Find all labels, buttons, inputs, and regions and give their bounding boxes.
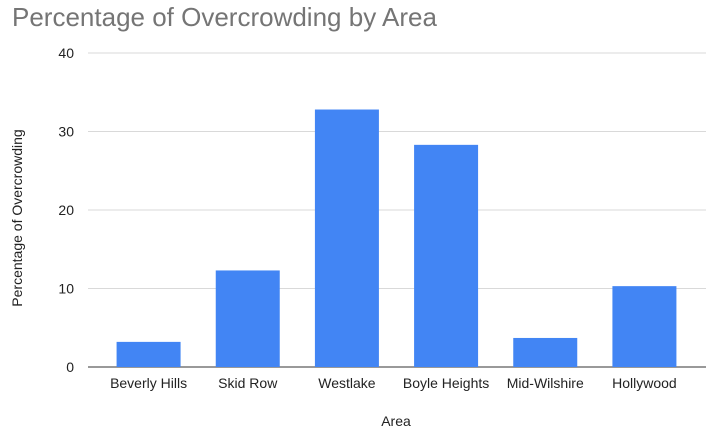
chart-title: Percentage of Overcrowding by Area (12, 2, 437, 32)
y-tick-label: 20 (58, 202, 74, 218)
bar (314, 109, 379, 368)
x-tick-label: Westlake (318, 375, 376, 391)
bar (513, 337, 578, 367)
y-tick-label: 30 (58, 124, 74, 140)
x-axis-ticks: Beverly Hills Skid Row Westlake Boyle Heigh… (110, 375, 677, 391)
x-axis-title: Area (381, 413, 411, 429)
gridlines (88, 52, 706, 368)
y-tick-label: 40 (58, 45, 74, 61)
bar (414, 144, 479, 367)
bar (215, 270, 280, 367)
x-tick-label: Skid Row (218, 375, 278, 391)
bars (116, 109, 677, 368)
bar (116, 341, 181, 367)
x-tick-label: Beverly Hills (110, 375, 187, 391)
x-tick-label: Boyle Heights (403, 375, 489, 391)
x-tick-label: Mid-Wilshire (507, 375, 584, 391)
y-axis-ticks: 0 10 20 30 40 (58, 45, 74, 375)
y-tick-label: 10 (58, 281, 74, 297)
y-axis-title: Percentage of Overcrowding (9, 129, 25, 306)
x-tick-label: Hollywood (612, 375, 677, 391)
y-tick-label: 0 (66, 359, 74, 375)
bar (612, 286, 677, 367)
